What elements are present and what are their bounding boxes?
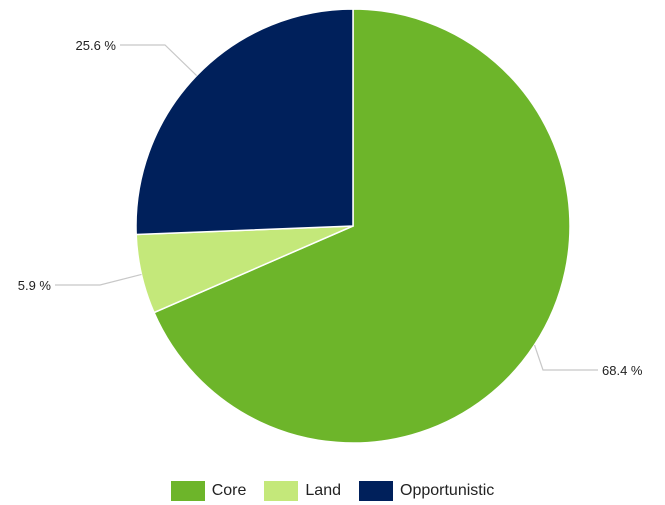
- legend-swatch-core: [170, 481, 205, 501]
- leader-line-opportunistic: [120, 44, 198, 77]
- legend-label-opportunistic: Opportunistic: [400, 482, 495, 499]
- pie-chart-svg: 68.4 % 5.9 % 25.6 %: [18, 8, 643, 444]
- data-label-core: 68.4 %: [602, 363, 643, 378]
- pie-slices: [135, 8, 571, 444]
- legend: Core Land Opportunistic: [0, 481, 665, 501]
- data-labels: 68.4 % 5.9 % 25.6 %: [18, 38, 643, 378]
- leader-line-core: [533, 344, 598, 371]
- leader-lines: [55, 44, 598, 371]
- legend-swatch-opportunistic: [359, 481, 393, 501]
- pie-slice-core: [153, 8, 571, 444]
- data-label-opportunistic: 25.6 %: [76, 38, 117, 53]
- legend-item-land: Land: [264, 481, 341, 501]
- data-label-land: 5.9 %: [18, 278, 52, 293]
- leader-line-land: [55, 273, 142, 286]
- legend-label-core: Core: [211, 482, 247, 499]
- pie-slice-opportunistic: [135, 8, 354, 236]
- legend-item-opportunistic: Opportunistic: [359, 481, 494, 501]
- legend-item-core: Core: [170, 481, 247, 501]
- legend-swatch-land: [264, 481, 299, 501]
- legend-label-land: Land: [305, 482, 341, 499]
